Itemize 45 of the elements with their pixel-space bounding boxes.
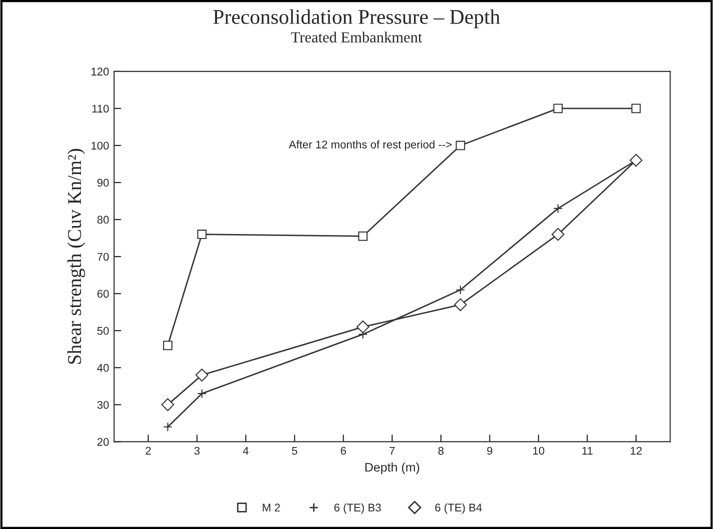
x-tick-label: 6: [340, 446, 346, 455]
y-tick-label: 20: [97, 438, 109, 446]
x-tick-label: 8: [438, 446, 444, 455]
y-tick-label: 60: [97, 290, 109, 298]
x-tick-label: 5: [292, 446, 298, 455]
point: [553, 204, 563, 214]
x-tick-label: 7: [390, 446, 395, 455]
y-tick-label: 50: [97, 326, 109, 335]
y-tick-label: 120: [92, 68, 109, 76]
chart-subtitle: Treated Embankment: [291, 32, 422, 42]
x-tick-label: 3: [194, 446, 200, 455]
y-tick-label: 90: [97, 178, 109, 187]
point: [356, 320, 370, 334]
point: [163, 422, 172, 432]
point: [197, 230, 207, 240]
x-tick-label: 11: [582, 446, 593, 455]
x-tick-label: 2: [146, 446, 151, 455]
point: [553, 104, 563, 114]
point: [163, 340, 172, 350]
annotation: After 12 months of rest period -->: [288, 140, 452, 151]
point: [631, 104, 641, 114]
point: [161, 398, 174, 412]
x-tick-label: 10: [533, 446, 544, 455]
point: [197, 388, 207, 398]
chart-title: Preconsolidation Pressure – Depth: [213, 9, 500, 28]
point: [456, 140, 466, 150]
y-tick-label: 30: [97, 400, 109, 409]
point: [454, 298, 467, 312]
y-tick-label: 70: [97, 252, 109, 261]
point: [456, 285, 466, 295]
x-axis-title: Depth (m): [365, 462, 420, 474]
legend-label: 6 (TE) B4: [435, 503, 482, 514]
y-tick-label: 80: [97, 216, 109, 224]
legend-label: 6 (TE) B3: [334, 503, 381, 514]
x-tick-label: 4: [242, 446, 249, 455]
y-axis-title: Shear strength (Cuv Kn/m²): [67, 148, 86, 364]
point: [552, 228, 564, 241]
x-tick-label: 12: [630, 446, 642, 455]
x-tick-label: 9: [487, 446, 492, 455]
y-tick-label: 100: [92, 142, 109, 150]
point: [358, 232, 368, 241]
legend-label: M 2: [262, 504, 280, 512]
y-tick-label: 40: [97, 364, 109, 372]
point: [195, 368, 208, 382]
y-tick-label: 110: [92, 104, 109, 113]
